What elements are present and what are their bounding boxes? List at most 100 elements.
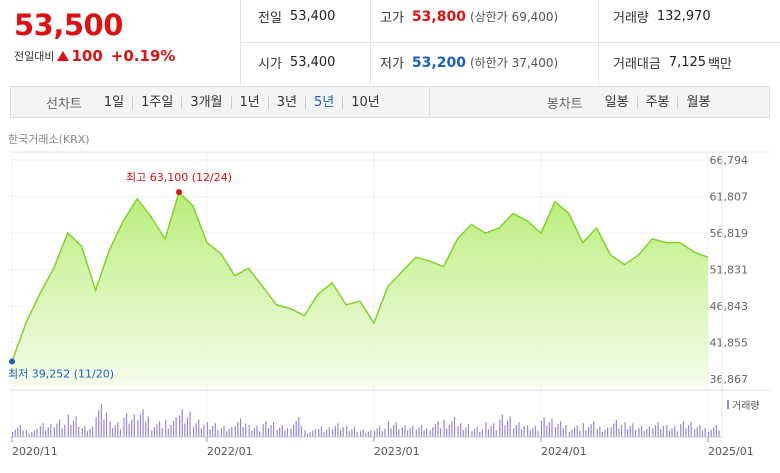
line-period-tab-2[interactable]: 3개월 (182, 95, 232, 109)
volume-bar (172, 420, 175, 437)
high-value: 53,800 (411, 8, 466, 25)
volume-bar (323, 431, 325, 437)
volume-bar (453, 417, 456, 437)
volume-bar (641, 425, 643, 437)
volume-bar (527, 425, 529, 437)
volume-bar (251, 430, 253, 437)
volume-bar (627, 429, 629, 437)
y-tick-label: 61,807 (710, 190, 749, 203)
volume-bar (353, 426, 356, 437)
volume-bar (95, 417, 97, 437)
volume-bar (457, 426, 459, 437)
volume-bar (390, 428, 392, 437)
max-label: 최고 63,100 (12/24) (126, 171, 232, 184)
tab-divider (428, 86, 430, 118)
volume-bar (159, 421, 161, 437)
volume-bar (28, 433, 30, 437)
line-period-tab-3[interactable]: 1년 (232, 95, 269, 109)
line-period-tab-6[interactable]: 10년 (351, 94, 380, 110)
volume-bar (72, 420, 75, 437)
line-period-tab-1[interactable]: 1주일 (133, 95, 183, 109)
volume-bar (671, 428, 673, 437)
volume-bar (460, 423, 462, 437)
volume-bar (248, 425, 250, 437)
volume-bar (128, 423, 130, 437)
volume-bar (170, 424, 172, 437)
volume-bar (234, 426, 236, 437)
volume-bar (476, 426, 478, 437)
volume-bar (423, 430, 425, 437)
volume-bar (175, 417, 177, 437)
volume-bar (279, 427, 281, 437)
volume-bar (19, 425, 21, 437)
volume-bar (334, 426, 336, 437)
volume-bar (685, 428, 687, 437)
volume-bar (309, 432, 311, 437)
volume-bar (281, 425, 283, 437)
volume-bar (367, 431, 369, 437)
volume-bar (153, 427, 155, 437)
x-tick-label: 2023/01 (374, 445, 420, 458)
volume-bar (179, 415, 181, 437)
line-period-tab-4[interactable]: 3년 (269, 95, 306, 109)
price-area (12, 192, 708, 387)
volume-bar (212, 426, 214, 437)
turnover-label: 거래대금 (613, 57, 661, 72)
candle-period-tab-0[interactable]: 일봉 (597, 95, 638, 109)
volume-bar (674, 425, 676, 437)
volume-bar (515, 425, 517, 437)
volume-bar (490, 426, 492, 437)
candle-period-tab-1[interactable]: 주봉 (638, 95, 679, 109)
prev-close-value: 53,400 (289, 9, 336, 24)
volume-bar (610, 427, 612, 437)
volume-bar (64, 424, 66, 437)
volume-bar (200, 428, 202, 437)
volume-bar (262, 424, 264, 437)
volume-bar (39, 426, 42, 437)
volume-bar (548, 422, 550, 437)
volume-bar (401, 427, 403, 437)
volume-bar (84, 425, 86, 437)
volume-bar (145, 421, 147, 437)
volume-bar (53, 427, 55, 437)
volume-bar (404, 425, 406, 437)
volume-bar (576, 425, 578, 437)
volume-bar (540, 420, 543, 437)
volume-bar (332, 429, 334, 437)
volume-bar (507, 420, 509, 437)
volume-bar (632, 423, 634, 437)
volume-bar (376, 428, 378, 437)
volume-bar (434, 424, 436, 437)
volume-bar (125, 413, 128, 437)
volume-bar (14, 429, 16, 437)
candle-period-tab-2[interactable]: 월봉 (686, 94, 711, 110)
volume-bar (328, 427, 330, 437)
volume-bar (571, 429, 573, 437)
volume-bar (629, 426, 631, 437)
volume-bar (362, 429, 364, 437)
line-period-tab-0[interactable]: 1일 (96, 95, 134, 109)
line-period-tab-5[interactable]: 5년 (306, 95, 344, 109)
volume-bar (451, 420, 453, 437)
high-label: 고가 (380, 11, 404, 26)
volume-bar (660, 429, 662, 437)
volume-bar (231, 426, 233, 437)
volume-bar (473, 428, 476, 437)
open-value: 53,400 (289, 55, 336, 70)
volume-bar (504, 425, 506, 437)
y-tick-label: 41,855 (710, 336, 749, 349)
volume-bar (112, 428, 114, 437)
turnover-stat: 거래대금 7,125 백만 (613, 53, 732, 72)
volume-value: 132,970 (656, 9, 711, 24)
y-tick-label: 66,794 (710, 154, 749, 167)
volume-bar (713, 427, 715, 437)
volume-bar (579, 430, 581, 437)
volume-legend-mark (727, 400, 729, 409)
volume-bar (209, 429, 211, 437)
quote-panel: 53,500 전일대비 100 +0.19% 전일 53,400 시가 53,4… (0, 0, 780, 84)
volume-bar (574, 427, 576, 437)
volume-bar (286, 428, 289, 437)
volume-bar (50, 424, 52, 437)
volume-bar (45, 430, 47, 437)
volume-bar (295, 420, 297, 437)
